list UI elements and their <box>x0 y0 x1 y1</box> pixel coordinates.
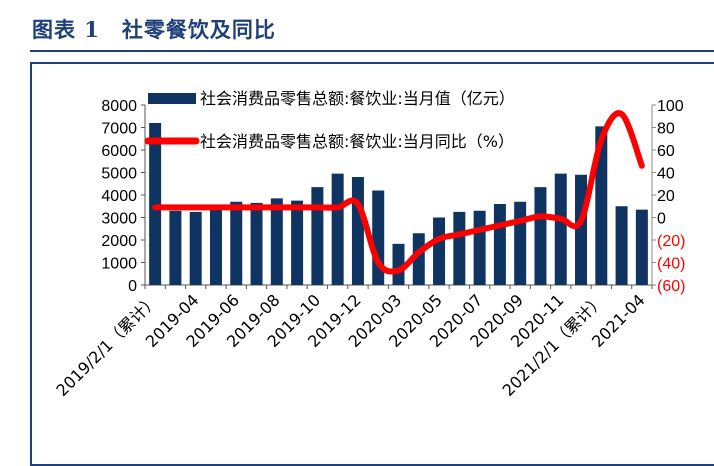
right-tick-label: 60 <box>657 143 675 160</box>
left-tick-label: 0 <box>128 278 137 295</box>
bar <box>291 201 303 285</box>
right-tick-label: 0 <box>657 211 666 228</box>
bar <box>352 177 364 285</box>
bar <box>636 210 648 285</box>
bar <box>616 206 628 285</box>
bar <box>251 203 263 285</box>
right-tick-label: (60) <box>657 278 685 295</box>
legend-line-label: 社会消费品零售总额:餐饮业:当月同比（%） <box>200 132 514 151</box>
bar <box>494 204 506 285</box>
left-tick-label: 5000 <box>101 166 137 183</box>
right-tick-label: (20) <box>657 233 685 250</box>
bar <box>271 198 283 285</box>
bar <box>332 174 344 285</box>
left-tick-label: 3000 <box>101 211 137 228</box>
bar <box>149 123 161 285</box>
right-tick-label: 40 <box>657 166 675 183</box>
bar <box>433 218 445 286</box>
left-tick-label: 7000 <box>101 121 137 138</box>
bar <box>210 206 222 285</box>
bar <box>474 211 486 285</box>
left-tick-label: 2000 <box>101 233 137 250</box>
bar <box>514 202 526 285</box>
left-tick-label: 4000 <box>101 188 137 205</box>
bar <box>555 174 567 285</box>
left-tick-label: 1000 <box>101 256 137 273</box>
right-tick-label: 100 <box>657 98 684 115</box>
right-tick-label: (40) <box>657 256 685 273</box>
bar <box>230 202 242 285</box>
x-tick-label: 2019/2/1（累计） <box>52 290 162 400</box>
bar <box>311 187 323 285</box>
bar <box>534 187 546 285</box>
bar <box>575 175 587 285</box>
left-tick-label: 8000 <box>101 98 137 115</box>
bar <box>169 211 181 285</box>
bar <box>190 212 202 285</box>
left-tick-label: 6000 <box>101 143 137 160</box>
legend-bar-label: 社会消费品零售总额:餐饮业:当月值（亿元） <box>200 89 515 108</box>
bar <box>453 212 465 285</box>
right-tick-label: 20 <box>657 188 675 205</box>
chart: 010002000300040005000600070008000(60)(40… <box>0 0 714 452</box>
legend-bar-swatch <box>148 93 196 104</box>
right-tick-label: 80 <box>657 121 675 138</box>
